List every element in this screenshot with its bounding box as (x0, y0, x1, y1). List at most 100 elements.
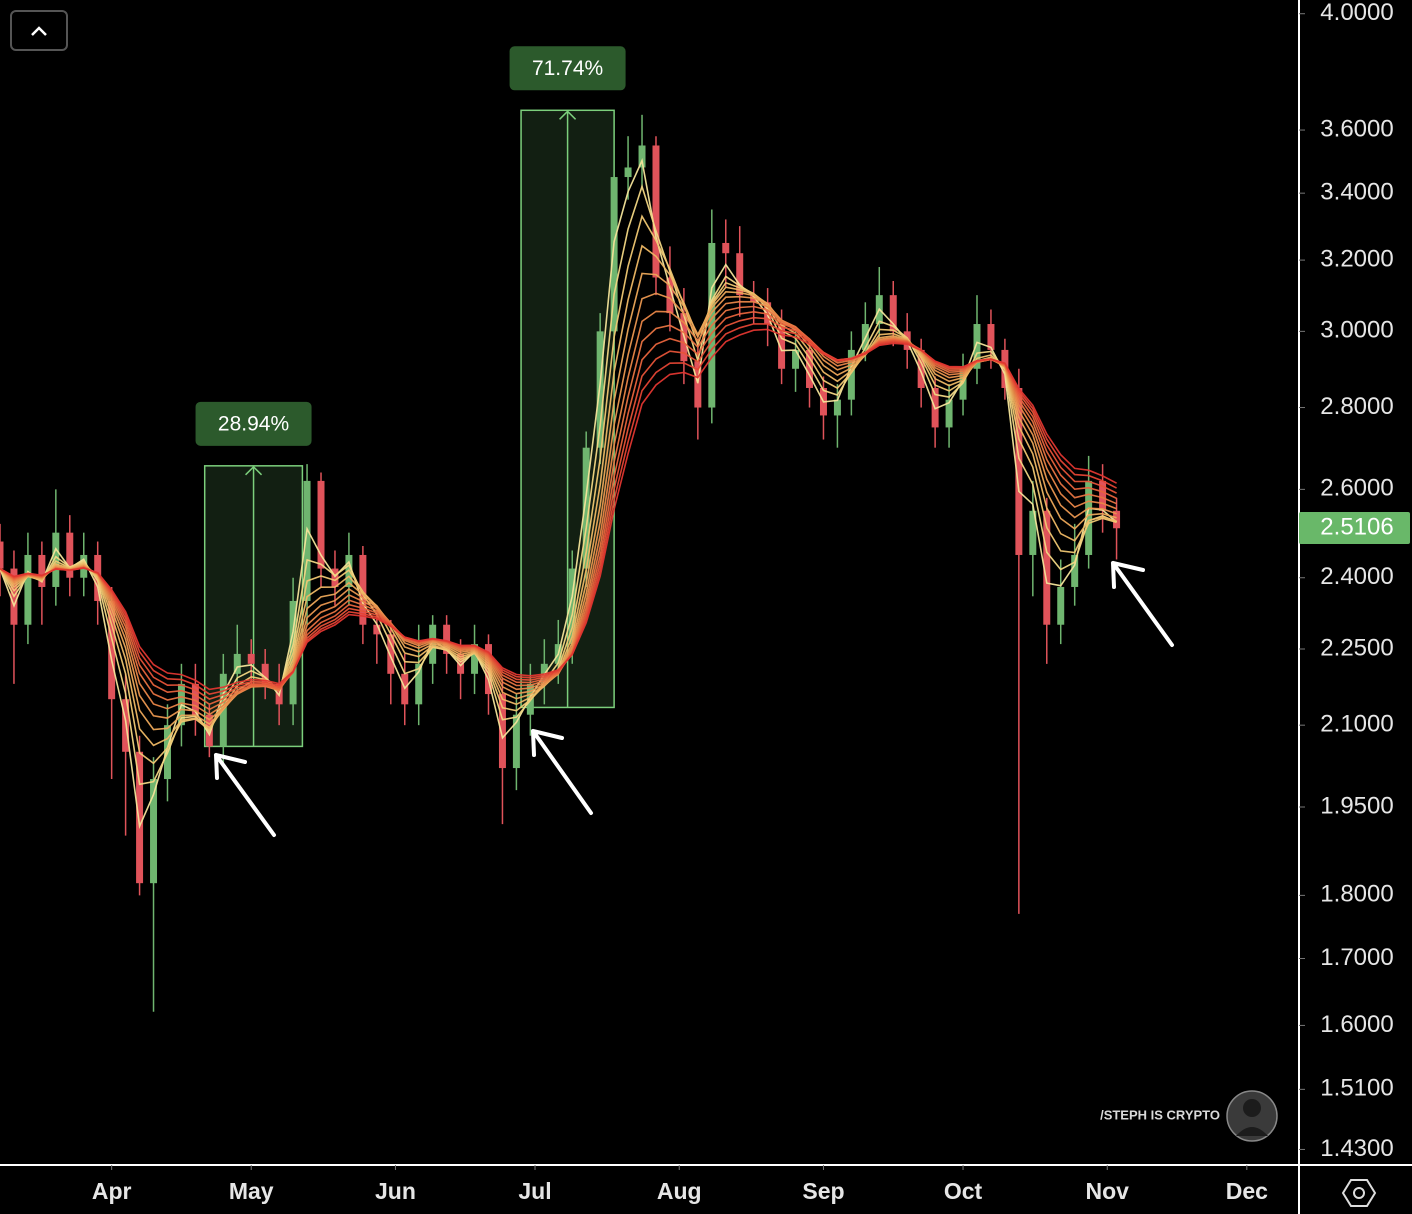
candle-body (150, 779, 158, 884)
avatar-body (1236, 1127, 1268, 1136)
candle-body (806, 349, 813, 388)
candle-body (792, 349, 800, 369)
candle-body (38, 554, 46, 587)
candle-body (108, 600, 116, 700)
arrow (1111, 561, 1174, 647)
candle-body (247, 653, 255, 664)
candle-body (973, 324, 981, 369)
ema-ribbon-line (0, 183, 1117, 786)
y-tick-label: 1.4300 (1320, 1135, 1393, 1162)
y-tick-label: 3.4000 (1320, 179, 1393, 206)
y-tick-label: 3.2000 (1320, 245, 1393, 272)
y-tick-label: 2.4000 (1320, 563, 1393, 590)
arrow (214, 753, 276, 837)
candle-body (1057, 586, 1065, 625)
candle-body (52, 532, 60, 587)
candle-body (331, 568, 339, 587)
x-tick-label: Dec (1226, 1178, 1268, 1204)
y-tick-label: 1.9500 (1320, 792, 1393, 819)
y-tick-label: 1.6000 (1320, 1011, 1393, 1038)
arrows (214, 561, 1174, 837)
candle-body (24, 554, 32, 625)
measure-arrowhead (559, 110, 577, 120)
avatar-head (1243, 1099, 1261, 1117)
candle-body (694, 361, 702, 408)
candle-body (652, 145, 660, 278)
candle-body (722, 242, 730, 254)
y-tick-label: 1.5100 (1320, 1075, 1393, 1102)
candle-body (317, 480, 325, 569)
measure-arrowhead (245, 465, 263, 476)
candle-body (471, 644, 479, 674)
measure-label: 28.94% (218, 412, 289, 435)
candle-body (387, 634, 395, 674)
y-tick-label: 2.8000 (1320, 393, 1393, 420)
candle-body (457, 653, 465, 674)
button-frame[interactable] (10, 10, 68, 51)
last-price-label: 2.5106 (1320, 513, 1393, 540)
settings-button[interactable] (1341, 1179, 1377, 1207)
candle-body (945, 399, 953, 428)
candle-body (610, 177, 618, 332)
candle-body (1043, 510, 1051, 625)
y-tick-label: 2.1000 (1320, 711, 1393, 738)
candle-body (666, 277, 674, 314)
y-tick-label: 1.7000 (1320, 944, 1393, 971)
y-tick-label: 2.6000 (1320, 475, 1393, 502)
y-tick-label: 4.0000 (1320, 0, 1393, 26)
candle-body (0, 541, 4, 569)
candle-body (736, 253, 744, 296)
candle-body (303, 480, 311, 601)
candle-body (638, 145, 646, 168)
candle-body (498, 694, 506, 769)
candle-body (987, 324, 995, 350)
measure-label: 71.74% (532, 57, 603, 80)
candle-body (624, 167, 632, 178)
candle-body (1099, 480, 1107, 511)
collapse-button[interactable] (10, 10, 68, 51)
ema-ribbon-line (0, 328, 1117, 691)
watermark: /STEPH IS CRYPTO (1100, 1107, 1220, 1122)
candle-body (512, 714, 520, 769)
settings-icon[interactable] (1341, 1179, 1377, 1207)
candle-body (582, 447, 590, 569)
candle-body (568, 568, 576, 645)
settings-icon-dot[interactable] (1353, 1187, 1365, 1199)
candle-body (415, 663, 423, 705)
plot-area: 28.94% 71.74% (0, 46, 1121, 1012)
x-tick-label: Nov (1086, 1178, 1130, 1204)
y-tick-label: 2.2500 (1320, 634, 1393, 661)
candle-body (1113, 510, 1121, 529)
x-tick-label: Jul (518, 1178, 551, 1204)
candle-body (889, 295, 897, 332)
candle-body (66, 532, 74, 578)
x-tick-label: May (229, 1178, 274, 1204)
ema-ribbon-line (0, 158, 1118, 830)
ema-ribbon-line (0, 214, 1117, 765)
candle-body (1085, 480, 1093, 555)
arrow (531, 729, 593, 815)
candle-body (1071, 554, 1079, 587)
x-tick-label: Apr (92, 1178, 132, 1204)
candle-body (847, 349, 855, 400)
chevron-icon[interactable] (31, 26, 47, 36)
candle-body (764, 302, 772, 325)
measure-label-box (195, 401, 312, 446)
candle-body (261, 663, 269, 684)
x-tick-label: Oct (944, 1178, 983, 1204)
candle-body (833, 399, 841, 416)
candle-body (136, 751, 144, 884)
candle-body (917, 349, 925, 388)
measure-label-box (509, 46, 626, 91)
candle-body (959, 368, 967, 400)
y-tick-label: 1.8000 (1320, 881, 1393, 908)
candle-body (233, 653, 241, 674)
candle-body (443, 624, 451, 654)
last-price-tag (1299, 511, 1410, 544)
y-tick-label: 3.0000 (1320, 317, 1393, 344)
candle-body (1029, 510, 1037, 555)
candle-body (359, 554, 367, 625)
x-tick-label: Sep (802, 1178, 844, 1204)
candle-body (373, 624, 381, 635)
